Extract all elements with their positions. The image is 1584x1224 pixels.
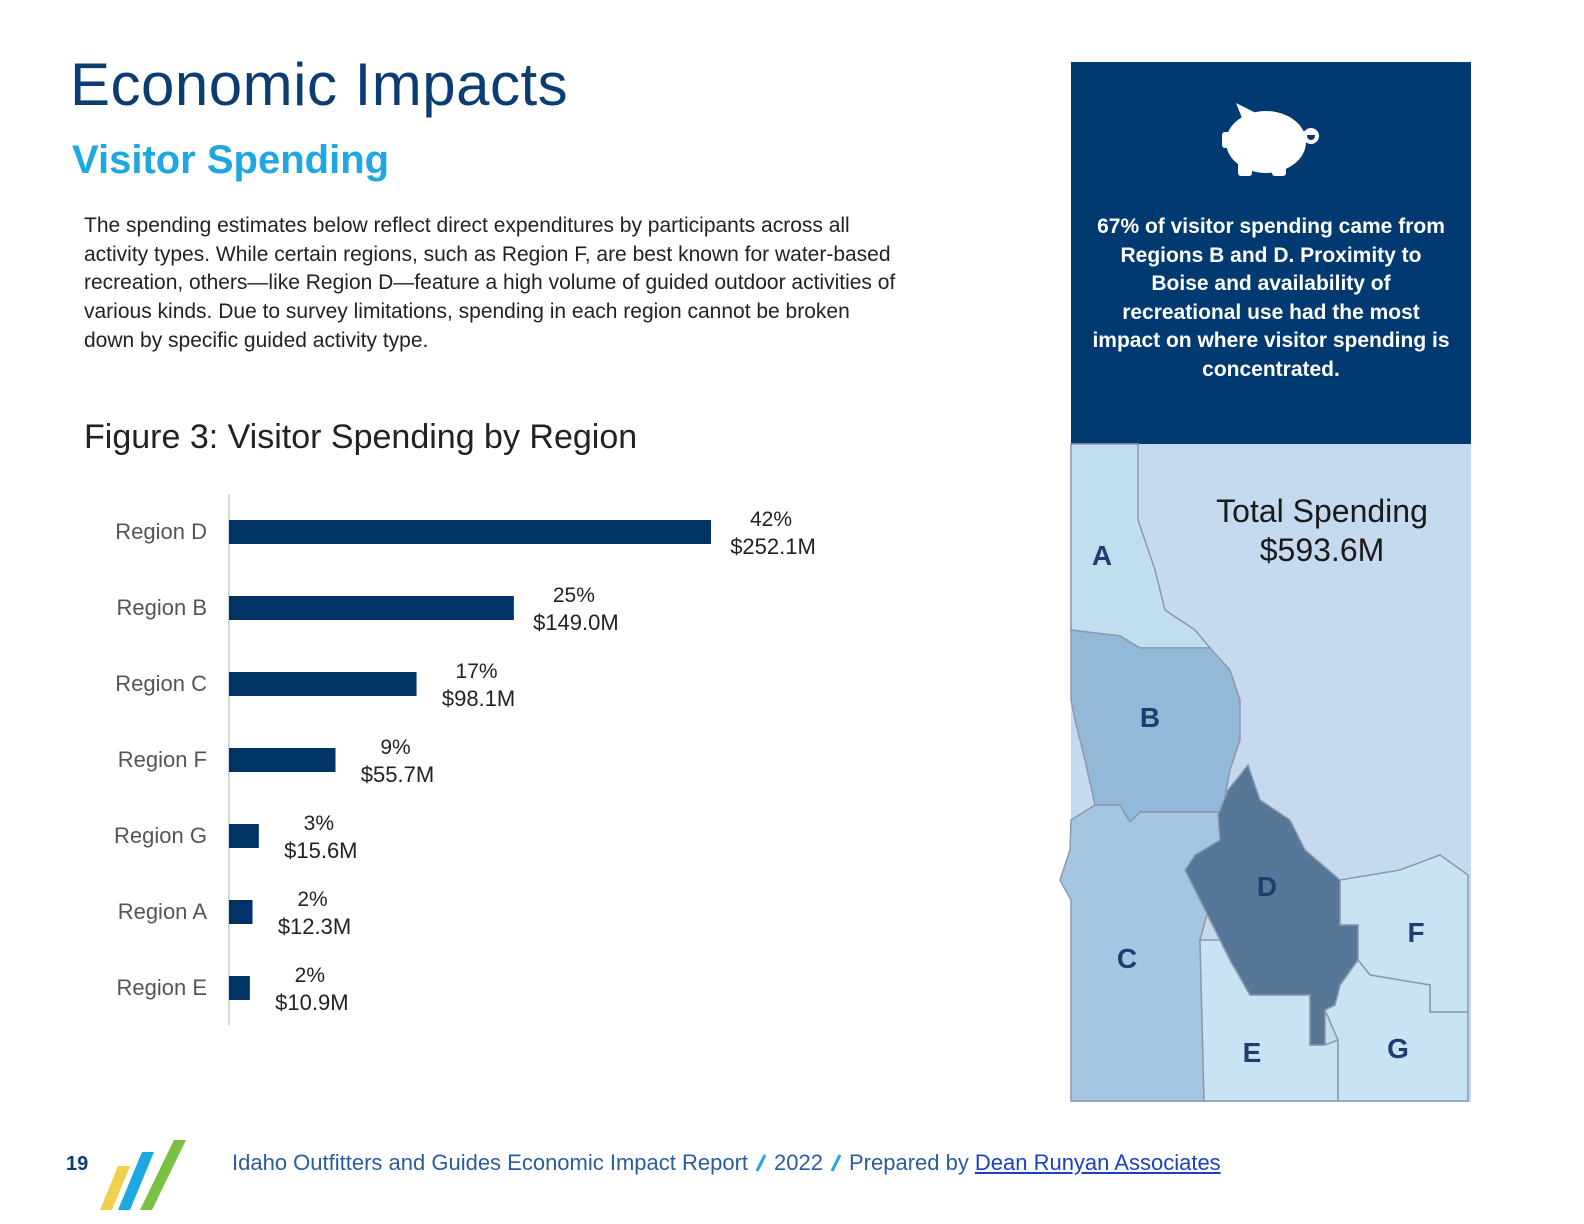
share-label: 2% xyxy=(297,888,327,911)
region-labels: A B C D E F G xyxy=(1092,540,1425,1068)
region-label: F xyxy=(1407,917,1424,948)
bar xyxy=(229,900,253,924)
category-label: Region F xyxy=(118,747,207,772)
value-label: $12.3M xyxy=(278,914,351,939)
bar xyxy=(229,748,336,772)
category-label: Region B xyxy=(116,595,207,620)
region-label: D xyxy=(1257,871,1277,902)
section-title: Visitor Spending xyxy=(72,138,390,182)
share-label: 9% xyxy=(380,736,410,759)
share-label: 17% xyxy=(456,660,498,683)
total-spending: Total Spending $593.6M xyxy=(1172,492,1472,570)
footer: Idaho Outfitters and Guides Economic Imp… xyxy=(232,1150,1221,1176)
figure-title: Figure 3: Visitor Spending by Region xyxy=(84,418,638,456)
separator xyxy=(830,1154,842,1172)
bar xyxy=(229,976,250,1000)
region-d xyxy=(1184,763,1359,1046)
value-label: $98.1M xyxy=(442,686,515,711)
share-label: 3% xyxy=(304,812,334,835)
category-label: Region C xyxy=(115,671,207,696)
bar xyxy=(229,596,514,620)
bar-chart: Region D 42% $252.1M Region B 25% $149.0M Regi… xyxy=(114,494,816,1025)
bar xyxy=(229,824,259,848)
footer-logo xyxy=(100,1140,186,1210)
region-label: B xyxy=(1140,702,1160,733)
total-value: $593.6M xyxy=(1259,532,1385,568)
page-number: 19 xyxy=(66,1153,89,1175)
bar xyxy=(229,520,712,544)
separator xyxy=(755,1154,767,1172)
piggy-icon xyxy=(1222,103,1319,176)
region-c xyxy=(1059,804,1223,1102)
prepared-by: Prepared by xyxy=(849,1150,969,1175)
share-label: 25% xyxy=(553,584,595,607)
report-name: Idaho Outfitters and Guides Economic Imp… xyxy=(232,1150,749,1175)
region-label: E xyxy=(1243,1037,1262,1068)
region-label: G xyxy=(1387,1033,1409,1064)
category-label: Region E xyxy=(116,975,207,1000)
value-label: $10.9M xyxy=(275,990,348,1015)
region-label: C xyxy=(1117,943,1137,974)
share-label: 42% xyxy=(750,508,792,531)
callout-text: 67% of visitor spending came from Region… xyxy=(1092,215,1450,381)
body-paragraph: The spending estimates below reflect dir… xyxy=(84,214,896,352)
region-g xyxy=(1324,958,1469,1102)
category-label: Region A xyxy=(118,899,208,924)
region-label: A xyxy=(1092,540,1112,571)
bar xyxy=(229,672,417,696)
value-label: $55.7M xyxy=(361,762,434,787)
category-label: Region D xyxy=(115,519,207,544)
total-label: Total Spending xyxy=(1216,493,1428,529)
category-label: Region G xyxy=(114,823,207,848)
share-label: 2% xyxy=(295,964,325,987)
value-label: $149.0M xyxy=(533,610,619,635)
value-label: $252.1M xyxy=(730,534,816,559)
report-year: 2022 xyxy=(774,1150,823,1175)
region-map xyxy=(1059,443,1471,1102)
author-link[interactable]: Dean Runyan Associates xyxy=(974,1150,1221,1175)
page-title: Economic Impacts xyxy=(70,51,569,118)
value-label: $15.6M xyxy=(284,838,357,863)
